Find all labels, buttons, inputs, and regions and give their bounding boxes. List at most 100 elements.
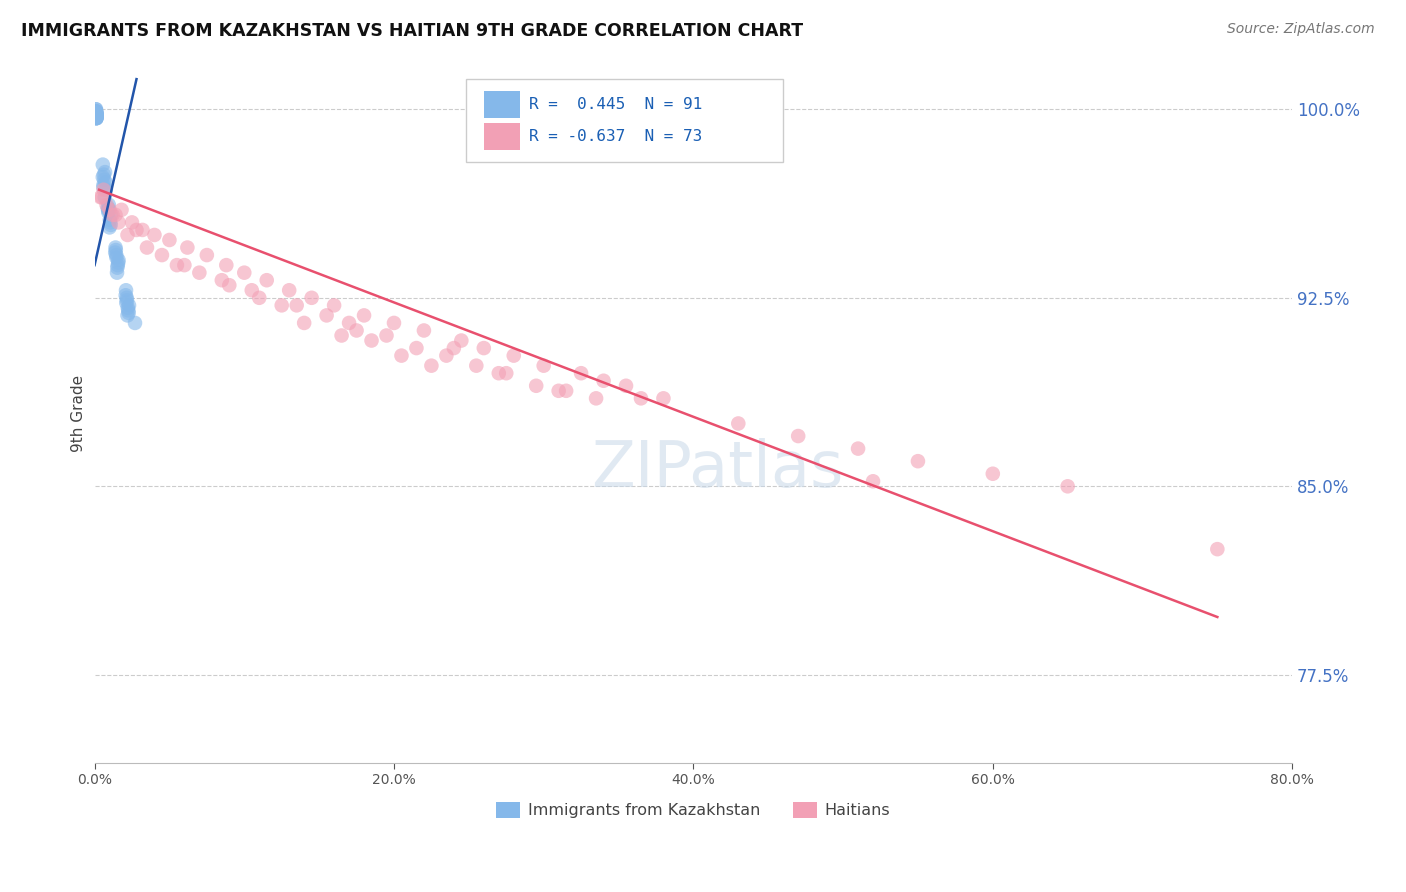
Point [84,104,107,119]
Point [117,301,139,315]
Point [285,298,308,312]
Point [420,359,443,373]
Point [104,241,127,255]
Point [101,208,124,222]
Point [84,109,107,123]
Point [84,107,107,121]
Point [84,106,107,120]
Point [124,316,146,330]
Point [118,298,141,312]
Point [117,309,139,323]
Point [86,111,108,125]
Point [97,202,120,217]
Point [117,303,139,318]
Point [84,109,107,123]
Point [107,215,129,229]
Point [136,241,159,255]
Point [117,227,139,242]
Point [94,183,117,197]
Point [125,223,148,237]
Point [91,170,114,185]
Point [862,475,884,489]
Point [94,190,117,204]
Point [211,273,233,287]
Point [1206,542,1229,557]
Point [86,111,108,125]
Point [84,104,107,119]
Point [443,341,465,355]
Point [84,110,107,124]
Point [84,104,107,119]
Point [143,227,166,242]
Point [107,255,129,269]
Point [166,258,188,272]
Point [104,243,127,257]
Point [100,218,122,232]
Point [104,208,127,222]
Point [323,298,346,312]
Point [84,104,107,119]
Point [84,104,107,119]
Point [105,260,128,275]
Point [98,213,121,227]
Point [569,366,592,380]
Point [434,349,457,363]
Point [233,266,256,280]
Point [93,183,115,197]
Point [96,198,118,212]
Point [90,190,112,204]
FancyBboxPatch shape [484,91,520,118]
Point [472,341,495,355]
Point [247,291,270,305]
Point [84,104,107,119]
Point [188,266,211,280]
Point [270,298,292,312]
Point [97,200,120,214]
Point [787,429,810,443]
Point [84,104,107,119]
Point [114,288,136,302]
Point [84,106,107,120]
Point [91,180,114,194]
Point [86,111,108,125]
Point [907,454,929,468]
FancyBboxPatch shape [465,79,783,161]
Point [382,316,405,330]
Point [93,178,115,192]
Point [121,215,143,229]
Point [150,248,173,262]
Point [195,248,218,262]
Point [115,293,138,308]
Point [84,110,107,124]
Point [84,109,107,123]
Point [84,106,107,120]
Point [84,107,107,121]
Point [84,106,107,120]
Point [592,374,614,388]
Point [360,334,382,348]
Point [375,328,398,343]
Point [104,245,127,260]
Point [107,258,129,272]
Point [450,334,472,348]
Point [176,241,198,255]
Point [84,103,107,117]
Point [84,109,107,123]
Point [846,442,869,456]
Point [84,107,107,121]
Point [301,291,323,305]
Point [97,205,120,219]
Point [91,190,114,204]
Point [630,392,652,406]
Point [555,384,578,398]
Point [84,104,107,119]
Text: R = -0.637  N = 73: R = -0.637 N = 73 [529,129,703,145]
Point [84,107,107,121]
Point [84,106,107,120]
Point [98,215,121,229]
Point [84,106,107,120]
FancyBboxPatch shape [484,123,520,150]
Point [391,349,413,363]
Point [727,417,749,431]
Point [105,251,128,265]
